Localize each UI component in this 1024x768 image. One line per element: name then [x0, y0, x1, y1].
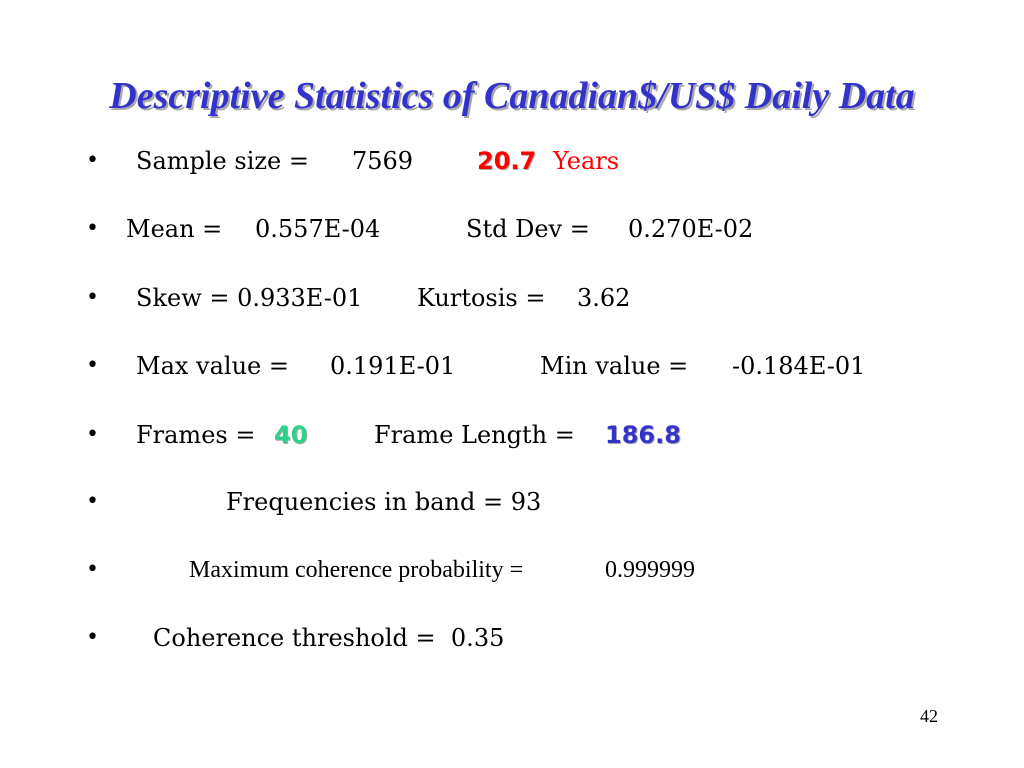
skew-label: Skew = 0.933E-01 [136, 284, 363, 312]
frames-value: 40 [274, 421, 308, 449]
bullet-list: • Sample size = 7569 20.7 Years • Mean =… [86, 0, 966, 768]
bullet-icon: • [86, 489, 99, 514]
frequencies-text: Frequencies in band = 93 [226, 488, 542, 516]
slide-title: Descriptive Statistics of Canadian$/US$ … [109, 75, 915, 117]
bullet-frequencies: • Frequencies in band = 93 [86, 482, 966, 522]
bullet-icon: • [86, 557, 99, 582]
min-value: -0.184E-01 [732, 352, 866, 380]
page-number: 42 [920, 706, 938, 726]
mean-label: Mean = [126, 215, 223, 243]
bullet-mean-std: • Mean = 0.557E-04 Std Dev = 0.270E-02 [86, 209, 966, 249]
mean-value: 0.557E-04 [255, 215, 381, 243]
coherence-probability-label: Maximum coherence probability = [189, 557, 524, 583]
bullet-frames: • Frames = 40 Frame Length = 186.8 [86, 415, 966, 455]
bullet-icon: • [86, 285, 99, 310]
min-value-label: Min value = [540, 352, 689, 380]
std-dev-value: 0.270E-02 [628, 215, 754, 243]
kurtosis-value: 3.62 [577, 284, 631, 312]
frames-label: Frames = [136, 421, 256, 449]
bullet-icon: • [86, 625, 99, 650]
max-value-label: Max value = [136, 352, 289, 380]
bullet-coherence-probability: • Maximum coherence probability = 0.9999… [86, 550, 966, 590]
bullet-icon: • [86, 148, 99, 173]
sample-size-value: 7569 [352, 147, 414, 175]
bullet-icon: • [86, 422, 99, 447]
bullet-coherence-threshold: • Coherence threshold = 0.35 [86, 618, 966, 658]
std-dev-label: Std Dev = [466, 215, 590, 243]
bullet-sample-size: • Sample size = 7569 20.7 Years [86, 141, 966, 181]
bullet-icon: • [86, 353, 99, 378]
bullet-max-min: • Max value = 0.191E-01 Min value = -0.1… [86, 346, 966, 386]
coherence-probability-value: 0.999999 [605, 557, 695, 583]
frame-length-value: 186.8 [605, 421, 681, 449]
coherence-threshold-text: Coherence threshold = 0.35 [153, 624, 505, 652]
years-word: Years [553, 147, 620, 175]
years-value: 20.7 [477, 147, 537, 175]
bullet-icon: • [86, 216, 99, 241]
sample-size-label: Sample size = [136, 147, 309, 175]
bullet-skew-kurtosis: • Skew = 0.933E-01 Kurtosis = 3.62 [86, 278, 966, 318]
frame-length-label: Frame Length = [374, 421, 575, 449]
max-value: 0.191E-01 [330, 352, 456, 380]
kurtosis-label: Kurtosis = [417, 284, 546, 312]
